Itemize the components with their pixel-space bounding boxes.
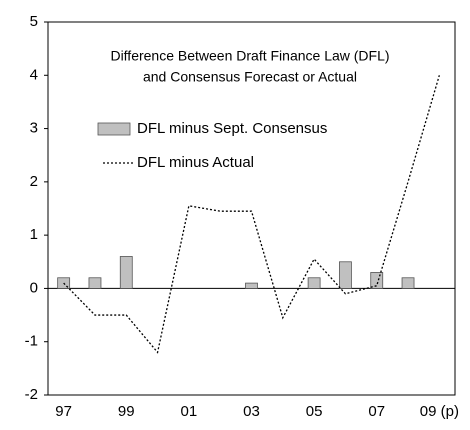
y-tick-label: 3 bbox=[30, 120, 38, 137]
legend-label: DFL minus Actual bbox=[137, 154, 254, 171]
bar bbox=[88, 277, 102, 289]
bar bbox=[307, 277, 321, 289]
bar bbox=[401, 277, 415, 289]
plot-frame bbox=[47, 21, 456, 396]
y-tick-label: 4 bbox=[30, 66, 38, 83]
y-tick-label: 0 bbox=[30, 279, 38, 296]
x-tick-label: 99 bbox=[118, 403, 135, 420]
chart-title: and Consensus Forecast or Actual bbox=[143, 69, 357, 85]
x-tick-label: 97 bbox=[55, 403, 72, 420]
bar bbox=[245, 282, 258, 289]
legend-swatch bbox=[97, 122, 131, 136]
x-tick-label: 01 bbox=[181, 403, 198, 420]
x-tick-label: 05 bbox=[306, 403, 323, 420]
x-tick-label: 07 bbox=[368, 403, 385, 420]
x-tick-label: 09 (p) bbox=[420, 403, 459, 420]
line bbox=[63, 75, 440, 354]
y-tick-label: -1 bbox=[25, 333, 38, 350]
bar bbox=[339, 261, 352, 289]
y-tick-label: -2 bbox=[25, 386, 38, 403]
legend-label: DFL minus Sept. Consensus bbox=[137, 120, 327, 137]
x-tick-label: 03 bbox=[243, 403, 260, 420]
chart-title: Difference Between Draft Finance Law (DF… bbox=[110, 48, 389, 64]
y-tick-label: 2 bbox=[30, 173, 38, 190]
bar bbox=[119, 256, 133, 289]
bar bbox=[370, 272, 384, 289]
y-tick-label: 5 bbox=[30, 13, 38, 30]
bar bbox=[57, 277, 71, 289]
y-tick-label: 1 bbox=[30, 226, 38, 243]
